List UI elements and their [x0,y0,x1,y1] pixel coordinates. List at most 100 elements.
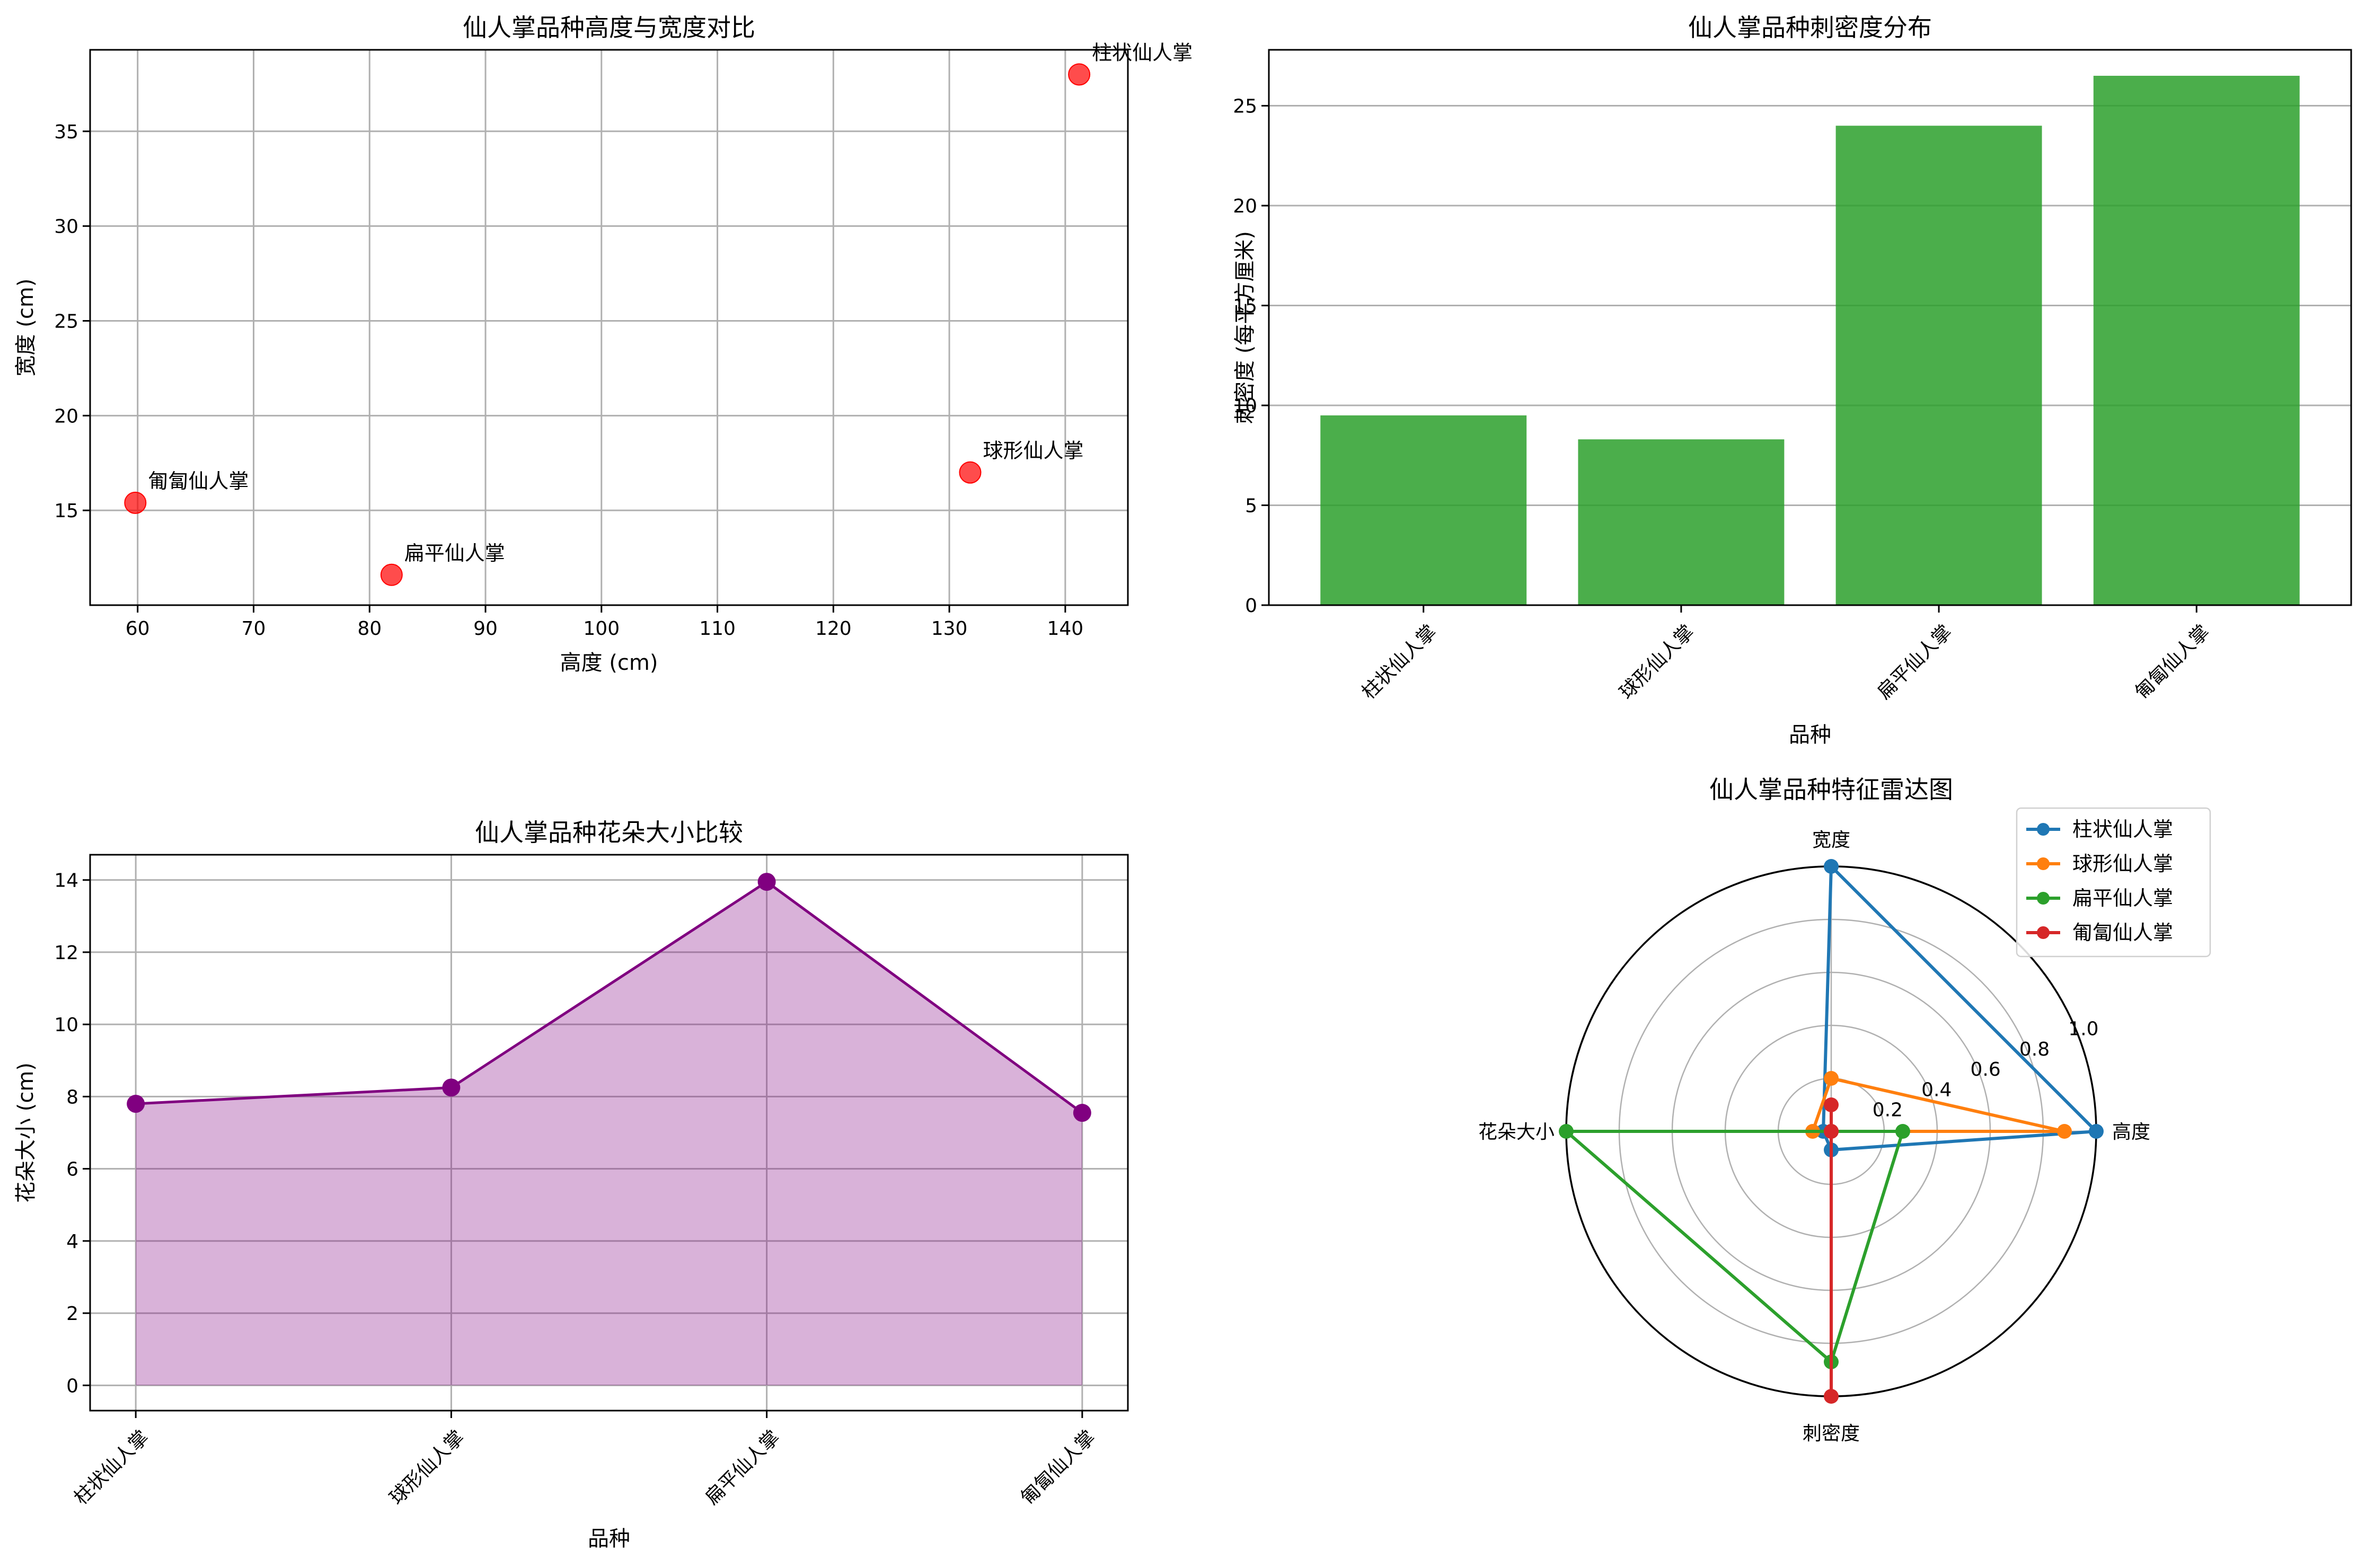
bar [1835,126,2042,605]
y-axis-label: 花朵大小 (cm) [14,1062,38,1203]
y-tick-label: 15 [1233,296,1257,317]
x-tick-label: 90 [473,618,498,640]
x-tick-label: 扁平仙人掌 [1873,621,1956,703]
x-tick-label: 球形仙人掌 [386,1426,469,1509]
y-tick-label: 14 [54,870,78,892]
x-tick-label: 匍匐仙人掌 [1017,1426,1099,1509]
y-tick-label: 12 [54,942,78,964]
data-marker [442,1078,461,1097]
r-tick-label: 0.4 [1921,1079,1952,1101]
radar-marker [1824,1389,1839,1404]
point-annotation: 球形仙人掌 [983,439,1083,463]
x-tick-label: 120 [815,618,852,640]
legend-entry: 柱状仙人掌 [2072,818,2173,841]
r-tick-label: 1.0 [2068,1018,2098,1040]
legend-swatch-marker [2037,823,2050,836]
x-tick-label: 扁平仙人掌 [701,1426,784,1509]
data-marker [1073,1104,1091,1122]
y-tick-label: 10 [54,1014,78,1036]
y-tick-label: 20 [1233,196,1257,217]
radar-marker [2057,1124,2072,1139]
x-tick-label: 球形仙人掌 [1615,621,1698,703]
radar-axis-label: 刺密度 [1803,1423,1860,1445]
chart-title: 仙人掌品种花朵大小比较 [475,818,743,847]
y-axis-label: 刺密度 (每平方厘米) [1233,231,1257,424]
y-tick-label: 6 [66,1159,78,1181]
y-tick-label: 25 [1233,96,1257,118]
scatter-point [1068,63,1091,86]
area-fill [136,882,1082,1386]
y-tick-label: 20 [54,405,78,427]
y-tick-label: 35 [54,121,78,143]
bar [2093,76,2300,605]
x-tick-label: 匍匐仙人掌 [2131,621,2213,703]
radar-marker [1824,1097,1839,1112]
radar-marker [2089,1124,2104,1139]
scatter-panel: 60 70 80 90 100 110 120 130 140 15 20 25 30 35 柱状仙人掌球形… [14,13,1193,675]
y-tick-label: 4 [66,1231,78,1253]
radar-axis-label: 宽度 [1812,829,1850,851]
y-tick-label: 8 [66,1086,78,1108]
r-tick-label: 0.6 [1971,1059,2001,1080]
bar [1578,439,1785,605]
y-tick-label: 25 [54,311,78,332]
y-tick-label: 0 [1245,595,1257,617]
radar-marker [1824,1124,1839,1139]
point-annotation: 柱状仙人掌 [1092,41,1193,64]
bar [1320,415,1527,605]
chart-title: 仙人掌品种刺密度分布 [1688,13,1932,42]
legend-entry: 扁平仙人掌 [2072,887,2173,910]
x-axis-label: 品种 [1789,723,1831,747]
x-axis-label: 品种 [588,1527,630,1551]
plot-frame [89,854,1129,1412]
radar-marker [1895,1124,1910,1139]
x-tick-label: 60 [126,618,150,640]
radar-series-line [1561,1130,1904,1365]
r-tick-label: 0.8 [2019,1039,2050,1060]
point-annotation: 扁平仙人掌 [404,542,505,565]
radar-axis-label: 花朵大小 [1478,1121,1555,1143]
plot-frame [1268,49,2352,606]
radar-marker [1559,1124,1574,1139]
data-marker [757,873,776,891]
area-line [136,880,1083,1114]
scatter-point [124,491,147,514]
radar-axis-label: 高度 [2112,1121,2150,1143]
y-tick-label: 0 [66,1375,78,1397]
legend-swatch-marker [2037,926,2050,939]
y-tick-label: 2 [66,1303,78,1325]
legend-swatch-marker [2037,892,2050,905]
y-tick-label: 5 [1245,495,1257,517]
point-annotation: 匍匐仙人掌 [148,469,249,493]
y-tick-label: 30 [54,216,78,238]
area-panel: 0 2 4 6 8 10 12 14 柱状仙人掌 球形仙人掌 扁平仙人掌 匍匐仙人掌 仙人掌品种花朵大小… [14,818,1129,1551]
radar-marker [1824,859,1839,874]
x-tick-label: 110 [699,618,736,640]
bar-panel: 0 5 10 15 20 25 柱状仙人掌 球形仙人掌 扁平仙人掌 匍匐仙人掌 仙人掌品种刺密度分布… [1233,13,2352,747]
scatter-point [959,461,982,484]
chart-title: 仙人掌品种特征雷达图 [1709,775,1953,804]
x-tick-label: 140 [1047,618,1084,640]
x-tick-label: 柱状仙人掌 [1358,621,1441,703]
y-tick-label: 10 [1233,395,1257,417]
y-axis-label: 宽度 (cm) [14,279,38,377]
legend-box [2016,807,2211,958]
plot-frame [89,49,1129,606]
legend-entry: 匍匐仙人掌 [2072,921,2173,944]
x-tick-label: 柱状仙人掌 [70,1426,153,1509]
x-tick-label: 70 [242,618,266,640]
chart-title: 仙人掌品种高度与宽度对比 [463,13,755,42]
radar-marker [1824,1071,1839,1086]
x-tick-label: 80 [357,618,382,640]
r-tick-label: 0.2 [1873,1100,1903,1121]
x-axis-label: 高度 (cm) [560,651,658,675]
legend-swatch-marker [2037,857,2050,870]
x-tick-label: 100 [583,618,620,640]
x-tick-label: 130 [931,618,968,640]
scatter-point [380,563,403,586]
data-marker [127,1095,145,1113]
legend-entry: 球形仙人掌 [2072,852,2173,875]
